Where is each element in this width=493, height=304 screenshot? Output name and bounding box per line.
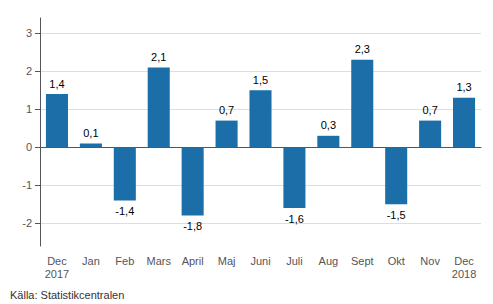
svg-text:2,1: 2,1: [151, 51, 166, 63]
svg-text:Aug: Aug: [319, 255, 339, 267]
svg-text:2: 2: [26, 65, 32, 77]
svg-text:-1,4: -1,4: [115, 205, 134, 217]
svg-text:April: April: [182, 255, 204, 267]
svg-text:0,3: 0,3: [321, 119, 336, 131]
svg-text:0,1: 0,1: [83, 127, 98, 139]
svg-text:Jan: Jan: [82, 255, 100, 267]
svg-text:Okt: Okt: [388, 255, 405, 267]
svg-text:1,5: 1,5: [253, 74, 268, 86]
svg-text:Dec: Dec: [454, 255, 474, 267]
svg-text:-1,5: -1,5: [387, 209, 406, 221]
svg-text:0,7: 0,7: [219, 104, 234, 116]
svg-text:Källa: Statistikcentralen: Källa: Statistikcentralen: [10, 289, 124, 301]
svg-text:Feb: Feb: [115, 255, 134, 267]
svg-text:Juli: Juli: [286, 255, 303, 267]
svg-text:Dec: Dec: [47, 255, 67, 267]
svg-text:Nov: Nov: [420, 255, 440, 267]
svg-text:2017: 2017: [45, 268, 69, 280]
svg-text:0,7: 0,7: [422, 104, 437, 116]
svg-text:-1: -1: [22, 179, 32, 191]
svg-text:2,3: 2,3: [355, 43, 370, 55]
svg-text:Maj: Maj: [218, 255, 236, 267]
svg-text:1,4: 1,4: [49, 78, 64, 90]
svg-text:1: 1: [26, 103, 32, 115]
svg-text:-1,6: -1,6: [285, 213, 304, 225]
svg-text:1,3: 1,3: [456, 81, 471, 93]
svg-text:3: 3: [26, 27, 32, 39]
svg-text:0: 0: [26, 141, 32, 153]
svg-text:Juni: Juni: [250, 255, 270, 267]
svg-text:Sept: Sept: [351, 255, 374, 267]
svg-text:Mars: Mars: [147, 255, 172, 267]
svg-text:2018: 2018: [452, 268, 476, 280]
svg-text:-1,8: -1,8: [183, 220, 202, 232]
svg-text:-2: -2: [22, 217, 32, 229]
